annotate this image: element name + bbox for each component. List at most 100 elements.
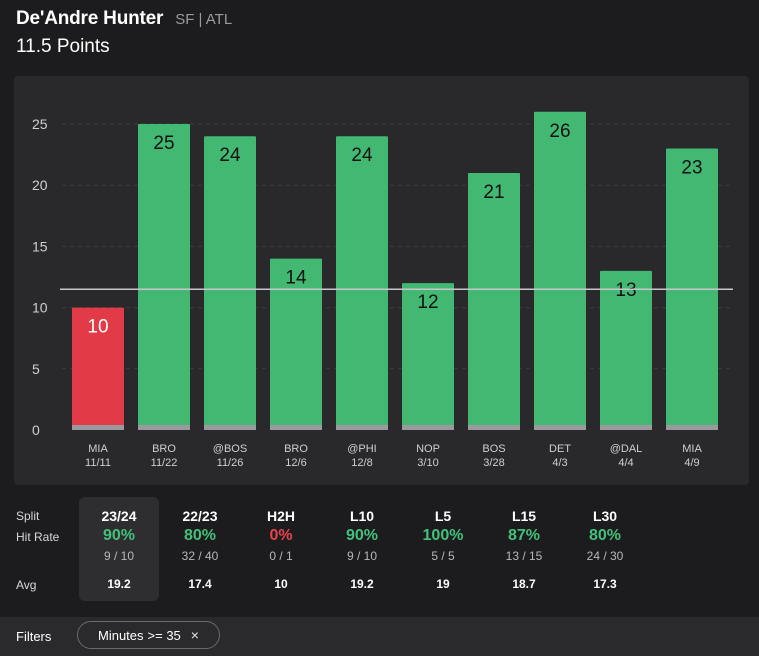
bar-value-label: 26	[549, 121, 570, 142]
x-tick-date: 3/28	[483, 457, 504, 469]
split-column-2324[interactable]: 23/24 90% 9 / 10 19.2	[79, 497, 159, 601]
splits-table: Split Hit Rate Avg 23/24 90% 9 / 10 19.2 22/…	[0, 497, 759, 601]
avg-value: 17.3	[593, 577, 617, 591]
hit-fraction: 13 / 15	[505, 549, 543, 563]
bar	[534, 111, 586, 430]
split-name: L10	[349, 508, 375, 524]
close-icon[interactable]: ×	[190, 627, 199, 643]
x-tick-opponent: NOP	[416, 443, 440, 455]
x-tick-opponent: BOS	[482, 443, 505, 455]
bar	[72, 307, 124, 430]
y-tick-label: 15	[32, 238, 48, 254]
bar	[336, 136, 388, 431]
bar-base	[72, 425, 124, 430]
split-column-l30[interactable]: L30 80% 24 / 30 17.3	[565, 497, 645, 601]
split-name: L15	[511, 508, 537, 524]
bar-base	[204, 425, 256, 430]
bar	[270, 258, 322, 430]
bar-base	[402, 425, 454, 430]
hit-rate-value: 90%	[102, 527, 136, 544]
x-tick-opponent: @PHI	[347, 443, 377, 455]
x-tick-opponent: MIA	[88, 443, 108, 455]
filter-condition: >= 35	[147, 627, 181, 643]
x-tick-opponent: BRO	[284, 443, 308, 455]
split-name: 23/24	[101, 508, 137, 524]
filters-bar: Filters Minutes >= 35 ×	[0, 617, 759, 656]
minutes-filter-chip[interactable]: Minutes >= 35 ×	[77, 621, 220, 649]
x-tick-date: 11/22	[151, 457, 178, 469]
bar-base	[666, 425, 718, 430]
hit-rate-value: 0%	[269, 527, 293, 544]
hit-fraction: 9 / 10	[346, 549, 378, 563]
bar	[600, 270, 652, 430]
bar-value-label: 24	[219, 145, 241, 166]
hit-fraction: 32 / 40	[181, 549, 219, 563]
y-tick-label: 20	[32, 177, 48, 193]
bar-value-label: 25	[153, 133, 174, 154]
x-tick-date: 4/4	[618, 457, 633, 469]
bar	[204, 136, 256, 431]
x-tick-opponent: @BOS	[213, 443, 247, 455]
x-tick-date: 4/9	[684, 457, 699, 469]
split-column-2223[interactable]: 22/23 80% 32 / 40 17.4	[160, 497, 240, 601]
x-tick-opponent: MIA	[682, 443, 702, 455]
hit-fraction: 5 / 5	[431, 549, 455, 563]
x-tick-opponent: BRO	[152, 443, 176, 455]
y-tick-label: 25	[32, 116, 48, 132]
bar-base	[600, 425, 652, 430]
split-column-l5[interactable]: L5 100% 5 / 5 19	[403, 497, 483, 601]
x-tick-opponent: @DAL	[610, 443, 643, 455]
y-tick-label: 10	[32, 300, 48, 316]
split-name: H2H	[266, 508, 295, 524]
y-tick-label: 0	[32, 422, 40, 438]
x-tick-opponent: DET	[549, 443, 571, 455]
avg-value: 19.2	[350, 577, 374, 591]
avg-value: 17.4	[188, 577, 212, 591]
x-tick-date: 12/6	[285, 457, 306, 469]
avg-value: 18.7	[512, 577, 536, 591]
hit-fraction: 0 / 1	[269, 549, 293, 563]
player-line: De'Andre Hunter SF | ATL	[16, 8, 232, 30]
hit-fraction: 9 / 10	[103, 549, 135, 563]
bar-value-label: 14	[285, 268, 307, 289]
split-column-l10[interactable]: L10 90% 9 / 10 19.2	[322, 497, 402, 601]
hit-rate-row-label: Hit Rate	[16, 530, 60, 544]
bar	[138, 124, 190, 430]
filter-field: Minutes	[98, 627, 144, 643]
y-tick-label: 5	[32, 361, 40, 377]
header: De'Andre Hunter SF | ATL 11.5 Points	[16, 8, 232, 58]
hit-rate-value: 100%	[422, 527, 464, 544]
x-tick-date: 11/11	[85, 457, 111, 469]
bar-value-label: 24	[351, 145, 373, 166]
bar-base	[336, 425, 388, 430]
bar	[402, 283, 454, 430]
x-tick-date: 12/8	[351, 457, 372, 469]
x-tick-date: 4/3	[552, 457, 567, 469]
prop-line: 11.5 Points	[16, 36, 110, 57]
bar-base	[534, 425, 586, 430]
bar-base	[270, 425, 322, 430]
avg-value: 10	[274, 577, 288, 591]
bar-value-label: 23	[681, 157, 702, 178]
avg-row-label: Avg	[16, 578, 37, 592]
avg-value: 19.2	[107, 577, 131, 591]
hit-fraction: 24 / 30	[586, 549, 624, 563]
bar-value-label: 12	[417, 292, 438, 313]
chart-panel: 0 5 10 15 20 25 10 MIA 11/11 25 BRO 11/22 24 @BOS 11/2…	[14, 76, 749, 485]
split-column-h2h[interactable]: H2H 0% 0 / 1 10	[241, 497, 321, 601]
bar-value-label: 13	[615, 280, 636, 301]
hit-rate-value: 80%	[588, 527, 622, 544]
bar-base	[468, 425, 520, 430]
x-tick-date: 3/10	[417, 457, 438, 469]
bar-base	[138, 425, 190, 430]
hit-rate-value: 90%	[345, 527, 379, 544]
split-name: L5	[434, 508, 452, 524]
x-tick-date: 11/26	[217, 457, 244, 469]
split-column-l15[interactable]: L15 87% 13 / 15 18.7	[484, 497, 564, 601]
filters-label: Filters	[16, 629, 52, 644]
hit-rate-value: 80%	[183, 527, 217, 544]
split-name: L30	[592, 508, 618, 524]
player-name: De'Andre Hunter	[16, 8, 164, 29]
split-name: 22/23	[182, 508, 218, 524]
bar-value-label: 10	[87, 317, 108, 338]
